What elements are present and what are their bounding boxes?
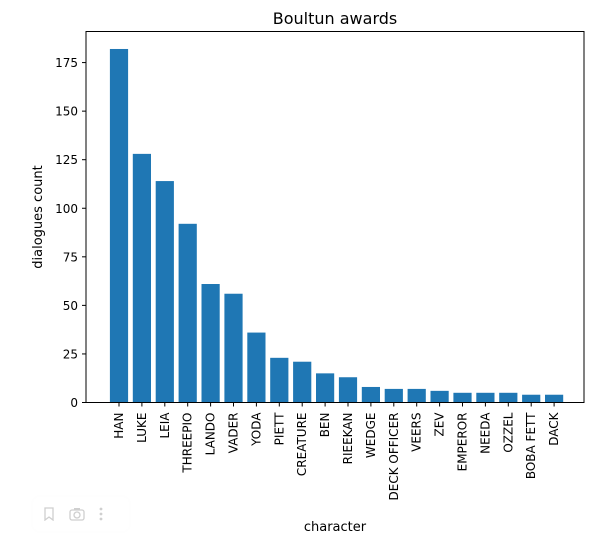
bar-creature	[293, 361, 312, 403]
chart-title: Boultun awards	[273, 9, 397, 28]
bar-lando	[201, 284, 220, 403]
bar-emperor	[453, 392, 472, 403]
figure-toolbar	[33, 497, 129, 531]
bar-luke	[132, 153, 151, 403]
y-tick-label: 150	[55, 105, 78, 119]
x-tick-label: ZEV	[433, 412, 447, 437]
y-tick-label: 25	[63, 347, 78, 361]
x-tick-label: BOBA FETT	[524, 412, 538, 479]
more-icon[interactable]	[99, 507, 103, 521]
x-tick-label: NEEDA	[478, 412, 492, 454]
y-tick-label: 175	[55, 56, 78, 70]
x-tick-label: RIEEKAN	[341, 413, 355, 465]
x-tick-label: PIETT	[272, 412, 286, 445]
y-axis-label: dialogues count	[31, 165, 46, 268]
bookmark-icon[interactable]	[43, 507, 55, 521]
x-tick-label: LEIA	[158, 412, 172, 439]
x-tick-label: DACK	[547, 411, 561, 445]
x-tick-label: VADER	[227, 413, 241, 454]
bar-leia	[155, 181, 174, 403]
x-tick-label: YODA	[249, 412, 263, 447]
bar-zev	[430, 390, 449, 403]
x-tick-label: DECK OFFICER	[387, 413, 401, 501]
bar-ozzel	[499, 392, 518, 403]
x-tick-label: EMPEROR	[456, 413, 470, 472]
x-tick-label: OZZEL	[501, 412, 515, 452]
bar-han	[109, 48, 129, 403]
bar-ben	[316, 373, 335, 403]
bar-vader	[224, 293, 243, 403]
bar-deck-officer	[384, 388, 403, 403]
camera-icon[interactable]	[69, 507, 85, 521]
bar-wedge	[361, 386, 380, 403]
x-tick-label: LUKE	[135, 413, 149, 443]
x-tick-label: HAN	[112, 413, 126, 439]
y-tick-label: 50	[63, 299, 78, 313]
x-tick-label: BEN	[318, 413, 332, 438]
plot-frame	[85, 31, 585, 403]
bar-needa	[476, 392, 495, 403]
x-tick-label: THREEPIO	[181, 413, 195, 474]
y-tick-label: 75	[63, 250, 78, 264]
x-tick-label: LANDO	[204, 413, 218, 456]
x-tick-label: VEERS	[410, 413, 424, 452]
x-axis-label: character	[304, 520, 367, 535]
bar-piett	[270, 357, 289, 403]
x-tick-label: WEDGE	[364, 413, 378, 459]
bar-rieekan	[338, 377, 358, 403]
bar-veers	[407, 388, 426, 403]
y-tick-label: 125	[55, 153, 78, 167]
bar-dack	[545, 394, 564, 403]
bar-yoda	[247, 332, 266, 403]
bar-threepio	[178, 223, 197, 403]
bar-boba-fett	[522, 394, 541, 403]
y-tick-label: 0	[70, 396, 78, 410]
y-tick-label: 100	[55, 202, 78, 216]
x-tick-label: CREATURE	[295, 413, 309, 477]
